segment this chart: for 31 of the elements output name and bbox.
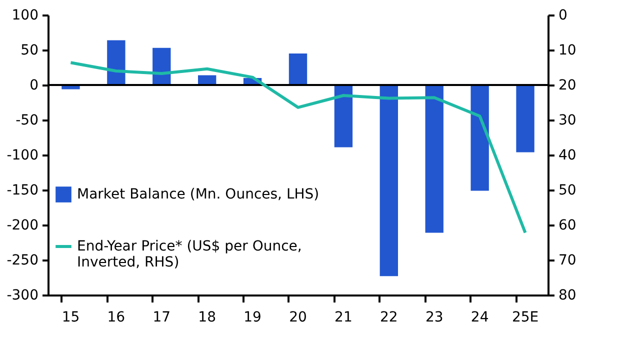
- x-tick-label: 16: [107, 310, 126, 326]
- y-tick-label: -150: [6, 182, 38, 198]
- x-tick-label: 17: [152, 310, 171, 326]
- x-tick-label: 22: [380, 310, 398, 326]
- y2-tick-label: 40: [558, 148, 576, 164]
- y-tick-label: 100: [12, 8, 38, 24]
- y2-tick-label: 0: [558, 8, 568, 24]
- y2-tick-label: 50: [558, 182, 576, 198]
- y-tick-label: -50: [16, 112, 38, 128]
- x-tick-label: 19: [244, 310, 262, 326]
- y2-tick-label: 80: [558, 288, 576, 304]
- y2-tick-label: 60: [558, 218, 576, 234]
- y-tick-label: 50: [20, 42, 38, 58]
- y2-tick-label: 10: [558, 42, 576, 58]
- x-tick-label: 21: [334, 310, 352, 326]
- x-tick-label: 20: [289, 310, 307, 326]
- y2-tick-label: 70: [558, 252, 576, 268]
- x-tick-label: 24: [470, 310, 489, 326]
- legend-label: Market Balance (Mn. Ounces, LHS): [77, 186, 320, 202]
- y-tick-label: 0: [30, 78, 38, 94]
- x-tick-label: 25E: [512, 310, 539, 326]
- x-tick-label: 23: [425, 310, 444, 326]
- x-tick-label: 15: [62, 310, 80, 326]
- y-tick-label: -300: [6, 288, 38, 304]
- y-tick-label: -200: [6, 218, 38, 234]
- legend-label: End-Year Price* (US$ per Ounce, Inverted, RHS): [77, 238, 302, 270]
- y-tick-label: -100: [6, 148, 38, 164]
- y2-tick-label: 30: [558, 112, 576, 128]
- y-tick-label: -250: [6, 252, 38, 268]
- x-tick-label: 18: [198, 310, 216, 326]
- y2-tick-label: 20: [558, 78, 576, 94]
